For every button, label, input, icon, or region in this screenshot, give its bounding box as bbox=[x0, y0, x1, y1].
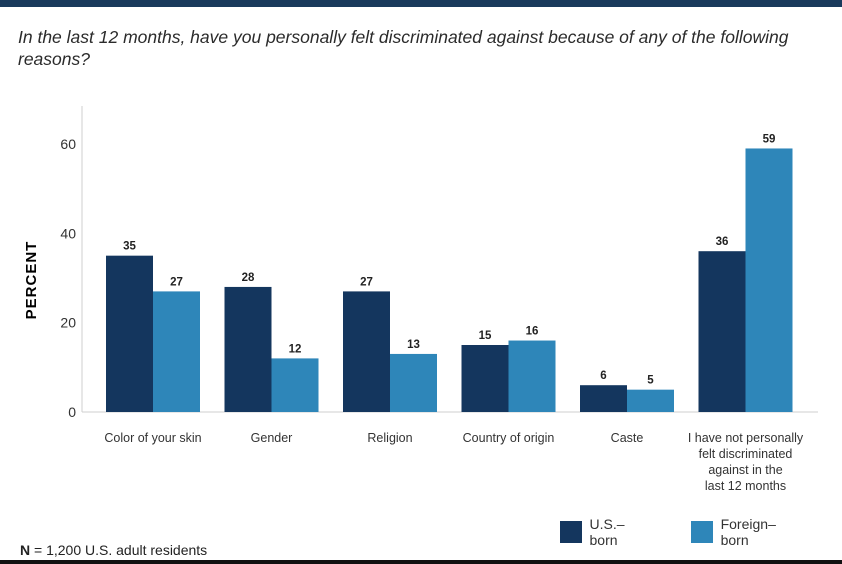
bar-us-born-3 bbox=[461, 345, 509, 412]
value-label: 15 bbox=[479, 330, 492, 342]
y-tick-label: 20 bbox=[60, 315, 76, 331]
value-label: 5 bbox=[647, 375, 654, 387]
y-tick-label: 60 bbox=[60, 136, 76, 152]
y-tick-label: 40 bbox=[60, 225, 76, 241]
value-label: 12 bbox=[289, 343, 302, 355]
chart-title: In the last 12 months, have you personal… bbox=[18, 27, 789, 69]
value-label: 16 bbox=[526, 326, 539, 338]
category-label: Color of your skin bbox=[104, 431, 201, 445]
bar-us-born-2 bbox=[343, 291, 390, 412]
legend-label-foreign-born: Foreign–born bbox=[720, 516, 776, 548]
bar-foreign-born-5 bbox=[745, 148, 793, 412]
value-label: 27 bbox=[170, 276, 183, 288]
n-label: N bbox=[20, 542, 31, 558]
bar-foreign-born-3 bbox=[508, 340, 556, 412]
bar-us-born-5 bbox=[698, 251, 746, 412]
bar-us-born-4 bbox=[580, 385, 627, 412]
value-label: 28 bbox=[242, 272, 255, 284]
bar-foreign-born-1 bbox=[271, 358, 319, 412]
n-text: = 1,200 U.S. adult residents bbox=[30, 542, 208, 558]
bar-chart: 0 20 40 60 PERCENT 35 27 Color of your skin 28 1… bbox=[23, 106, 818, 493]
top-rule bbox=[0, 0, 842, 7]
bottom-rule bbox=[0, 560, 842, 564]
y-axis-label: PERCENT bbox=[23, 241, 40, 320]
value-label: 27 bbox=[360, 276, 373, 288]
chart-bars bbox=[106, 148, 793, 412]
chart-axes: 0 20 40 60 PERCENT bbox=[23, 106, 818, 420]
bar-us-born-0 bbox=[106, 255, 153, 412]
legend: U.S.–born Foreign–born bbox=[560, 516, 842, 548]
category-label: against in the bbox=[708, 463, 782, 477]
bar-foreign-born-2 bbox=[390, 353, 437, 412]
chart-labels: 35 27 Color of your skin 28 12 Gender 27 13 Reli… bbox=[104, 133, 804, 493]
sample-size-note: N = 1,200 U.S. adult residents bbox=[20, 542, 207, 558]
bar-foreign-born-4 bbox=[627, 389, 674, 412]
y-tick-label: 0 bbox=[68, 404, 76, 420]
legend-label-us-born: U.S.–born bbox=[589, 516, 625, 548]
value-label: 36 bbox=[716, 236, 729, 248]
category-label: Country of origin bbox=[463, 431, 555, 445]
category-label: Religion bbox=[367, 431, 412, 445]
category-label: Caste bbox=[611, 431, 644, 445]
category-label: last 12 months bbox=[705, 479, 786, 493]
legend-swatch-foreign-born bbox=[691, 521, 713, 543]
legend-swatch-us-born bbox=[560, 521, 582, 543]
value-label: 6 bbox=[600, 370, 606, 382]
value-label: 13 bbox=[407, 339, 420, 351]
value-label: 35 bbox=[123, 241, 136, 253]
bar-foreign-born-0 bbox=[153, 291, 200, 412]
bar-us-born-1 bbox=[224, 286, 272, 412]
category-label: I have not personally bbox=[688, 431, 804, 445]
value-label: 59 bbox=[763, 133, 776, 145]
category-label: felt discriminated bbox=[699, 447, 793, 461]
legend-item-foreign-born: Foreign–born bbox=[691, 516, 802, 548]
legend-item-us-born: U.S.–born bbox=[560, 516, 651, 548]
category-label: Gender bbox=[251, 431, 293, 445]
